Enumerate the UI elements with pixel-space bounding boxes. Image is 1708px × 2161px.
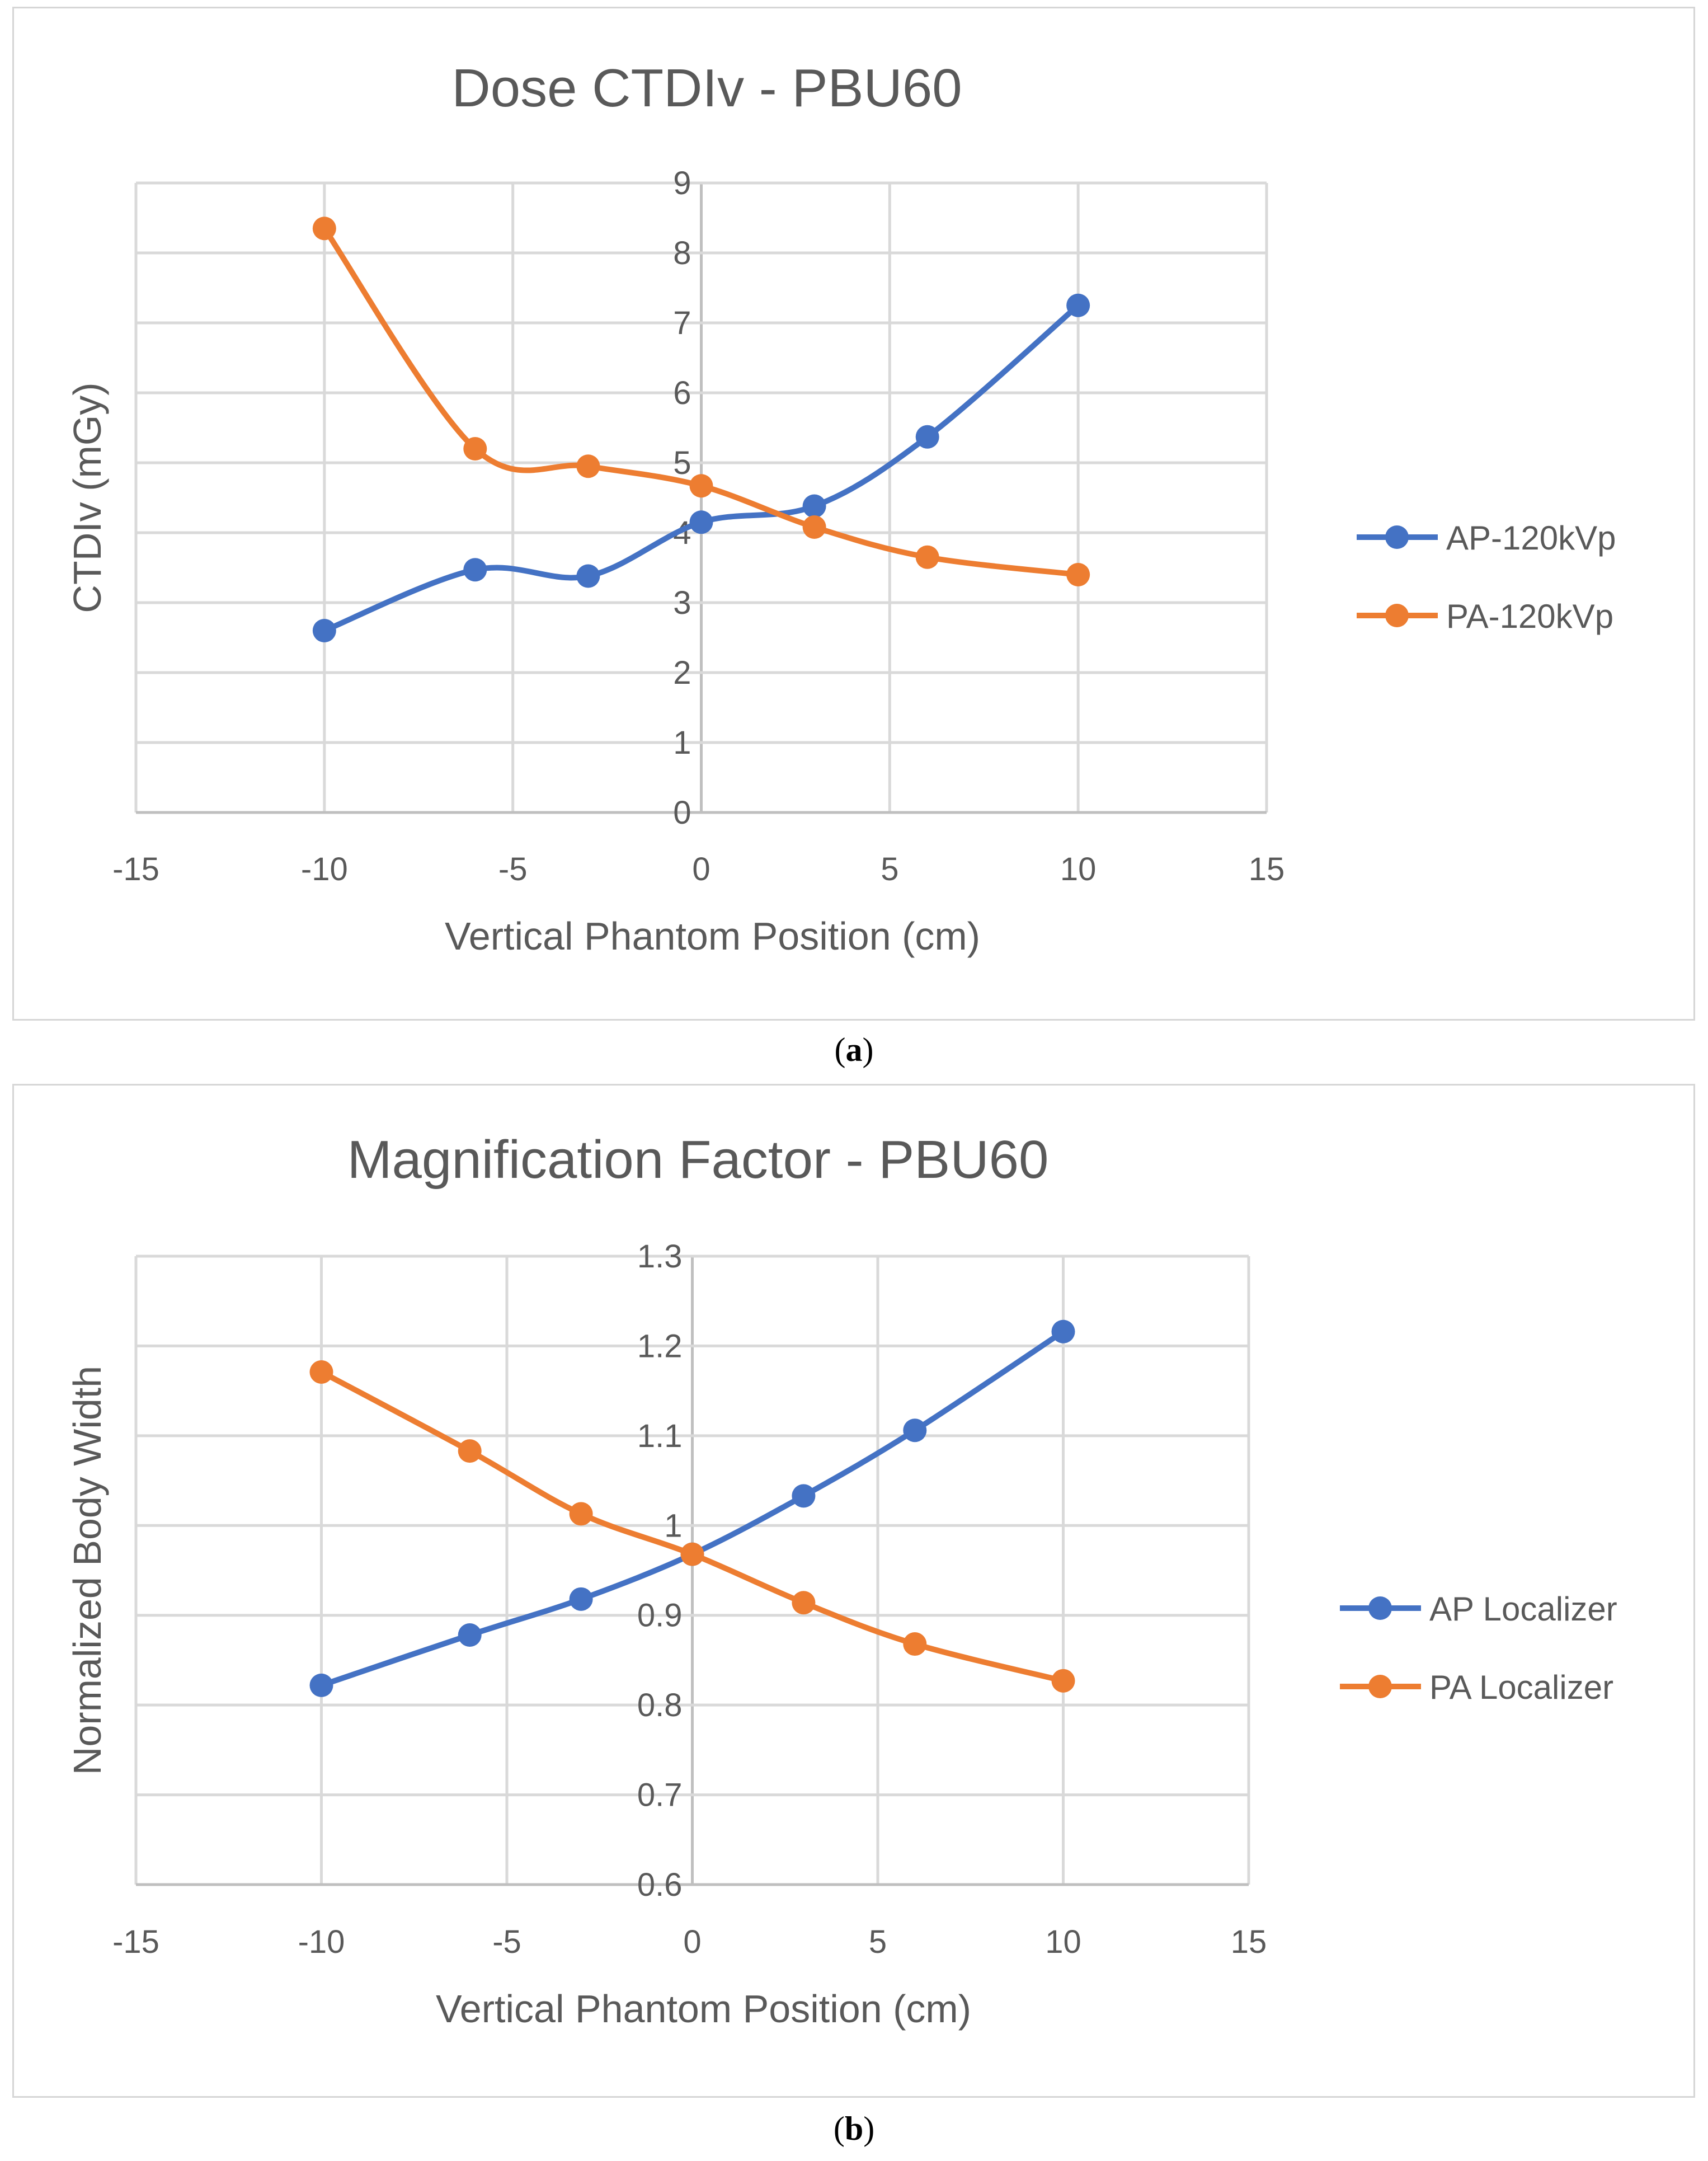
x-tick-label: -5 (492, 1924, 521, 1960)
y-tick-label: 7 (673, 305, 691, 341)
x-axis-label: Vertical Phantom Position (cm) (436, 1987, 971, 2031)
x-tick-label: -10 (298, 1924, 345, 1960)
legend-marker (1368, 1596, 1392, 1620)
data-point (802, 494, 826, 518)
subfigure-letter-a: a (845, 1031, 863, 1068)
subfigure-letter-b: b (844, 2110, 864, 2147)
data-point (458, 1439, 482, 1463)
chart-panel-a (12, 7, 1695, 1021)
legend-label: PA-120kVp (1446, 598, 1613, 635)
y-axis-label: CTDIv (mGy) (65, 382, 109, 613)
data-point (576, 564, 600, 588)
y-tick-label: 8 (673, 235, 691, 271)
x-tick-label: 15 (1231, 1924, 1267, 1960)
data-point (569, 1502, 593, 1526)
y-axis-label: Normalized Body Width (65, 1366, 109, 1775)
data-point (1066, 563, 1090, 586)
data-point (802, 515, 826, 539)
x-tick-label: 15 (1249, 851, 1285, 887)
x-tick-label: -5 (498, 851, 528, 887)
x-tick-label: 5 (881, 851, 898, 887)
y-tick-label: 1.3 (637, 1238, 683, 1275)
legend-marker (1385, 604, 1409, 627)
data-point (689, 510, 713, 534)
x-tick-label: -10 (301, 851, 348, 887)
data-point (312, 217, 336, 241)
x-tick-label: 10 (1060, 851, 1097, 887)
data-point (463, 437, 487, 461)
chart-panel-b (12, 1084, 1695, 2098)
legend-marker (1368, 1675, 1392, 1698)
y-tick-label: 1 (673, 725, 691, 761)
data-point (569, 1587, 593, 1611)
y-tick-label: 9 (673, 165, 691, 201)
subfigure-label-b: (b) (833, 2110, 875, 2147)
data-point (463, 558, 487, 582)
y-tick-label: 1.2 (637, 1328, 683, 1364)
data-point (1051, 1319, 1075, 1343)
data-point (903, 1418, 927, 1443)
y-tick-label: 0 (673, 795, 691, 831)
data-point (576, 454, 600, 478)
legend-label: AP-120kVp (1446, 519, 1616, 557)
data-point (1066, 293, 1090, 317)
legend-label: PA Localizer (1429, 1669, 1613, 1706)
data-point (680, 1542, 704, 1566)
legend-marker (1385, 525, 1409, 549)
y-tick-label: 1.1 (637, 1418, 683, 1454)
x-tick-label: 10 (1045, 1924, 1081, 1960)
y-tick-label: 5 (673, 445, 691, 481)
data-point (689, 474, 713, 498)
y-tick-label: 3 (673, 585, 691, 621)
y-tick-label: 0.7 (637, 1777, 683, 1814)
data-point (309, 1360, 333, 1384)
y-tick-label: 6 (673, 375, 691, 411)
chart-title: Dose CTDIv - PBU60 (451, 58, 962, 118)
x-tick-label: 5 (869, 1924, 887, 1960)
y-tick-label: 1 (664, 1507, 682, 1544)
x-tick-label: 0 (692, 851, 710, 887)
chart-title: Magnification Factor - PBU60 (347, 1130, 1049, 1190)
x-tick-label: -15 (112, 851, 159, 887)
x-axis-label: Vertical Phantom Position (cm) (445, 914, 980, 958)
subfigure-label-a: (a) (834, 1031, 874, 1068)
data-point (458, 1623, 482, 1647)
data-point (903, 1632, 927, 1656)
data-point (312, 619, 336, 642)
x-tick-label: 0 (683, 1924, 701, 1960)
data-point (792, 1591, 816, 1615)
y-tick-label: 0.8 (637, 1687, 683, 1723)
data-point (915, 425, 939, 449)
y-tick-label: 0.6 (637, 1867, 683, 1903)
y-tick-label: 2 (673, 655, 691, 691)
data-point (1051, 1669, 1075, 1693)
y-tick-label: 0.9 (637, 1598, 683, 1634)
data-point (792, 1484, 816, 1508)
data-point (915, 545, 939, 569)
data-point (309, 1673, 333, 1697)
x-tick-label: -15 (112, 1924, 159, 1960)
legend-label: AP Localizer (1429, 1590, 1617, 1628)
